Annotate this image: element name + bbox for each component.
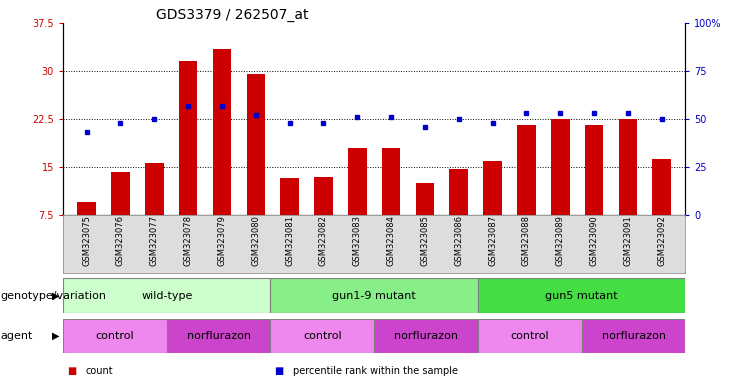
Text: norflurazon: norflurazon	[602, 331, 665, 341]
Bar	[63, 278, 270, 313]
Text: GSM323077: GSM323077	[150, 215, 159, 266]
Text: GSM323081: GSM323081	[285, 215, 294, 266]
Bar	[582, 319, 685, 353]
Text: GSM323084: GSM323084	[387, 215, 396, 266]
Text: control: control	[96, 331, 134, 341]
Text: norflurazon: norflurazon	[394, 331, 458, 341]
Text: GSM323083: GSM323083	[353, 215, 362, 266]
Text: GSM323089: GSM323089	[556, 215, 565, 266]
Text: control: control	[511, 331, 549, 341]
Bar	[179, 61, 197, 215]
Text: GSM323090: GSM323090	[590, 215, 599, 266]
Text: GSM323086: GSM323086	[454, 215, 463, 266]
Text: GSM323080: GSM323080	[251, 215, 260, 266]
Bar	[145, 162, 164, 215]
Text: GSM323092: GSM323092	[657, 215, 666, 266]
Bar	[280, 178, 299, 215]
Bar	[551, 119, 570, 215]
Text: ▶: ▶	[52, 331, 59, 341]
Bar	[483, 161, 502, 215]
Bar	[270, 319, 374, 353]
Text: gun5 mutant: gun5 mutant	[545, 291, 618, 301]
Bar	[270, 278, 478, 313]
Text: GSM323075: GSM323075	[82, 215, 91, 266]
Bar	[478, 319, 582, 353]
Text: ■: ■	[274, 366, 283, 376]
Bar	[517, 126, 536, 215]
Bar	[77, 202, 96, 215]
Text: GSM323087: GSM323087	[488, 215, 497, 266]
Bar	[348, 148, 367, 215]
Text: GSM323078: GSM323078	[184, 215, 193, 266]
Bar	[167, 319, 270, 353]
Bar	[416, 183, 434, 215]
Bar	[111, 172, 130, 215]
Bar	[478, 278, 685, 313]
Text: agent: agent	[1, 331, 33, 341]
Bar	[382, 148, 400, 215]
Text: count: count	[85, 366, 113, 376]
Text: GDS3379 / 262507_at: GDS3379 / 262507_at	[156, 8, 309, 22]
Text: norflurazon: norflurazon	[187, 331, 250, 341]
Bar	[63, 319, 167, 353]
Text: control: control	[303, 331, 342, 341]
Text: ■: ■	[67, 366, 76, 376]
Bar	[374, 319, 478, 353]
Text: wild-type: wild-type	[141, 291, 193, 301]
Text: GSM323076: GSM323076	[116, 215, 125, 266]
Text: percentile rank within the sample: percentile rank within the sample	[293, 366, 458, 376]
Text: GSM323091: GSM323091	[623, 215, 632, 266]
Bar	[247, 74, 265, 215]
Text: genotype/variation: genotype/variation	[1, 291, 107, 301]
Bar	[585, 126, 603, 215]
Bar	[314, 177, 333, 215]
Text: ▶: ▶	[52, 291, 59, 301]
Text: GSM323085: GSM323085	[420, 215, 430, 266]
Text: GSM323082: GSM323082	[319, 215, 328, 266]
Text: gun1-9 mutant: gun1-9 mutant	[332, 291, 416, 301]
Bar	[652, 159, 671, 215]
Text: GSM323088: GSM323088	[522, 215, 531, 266]
Text: GSM323079: GSM323079	[217, 215, 227, 266]
Bar	[213, 49, 231, 215]
Bar	[619, 119, 637, 215]
Bar	[450, 169, 468, 215]
